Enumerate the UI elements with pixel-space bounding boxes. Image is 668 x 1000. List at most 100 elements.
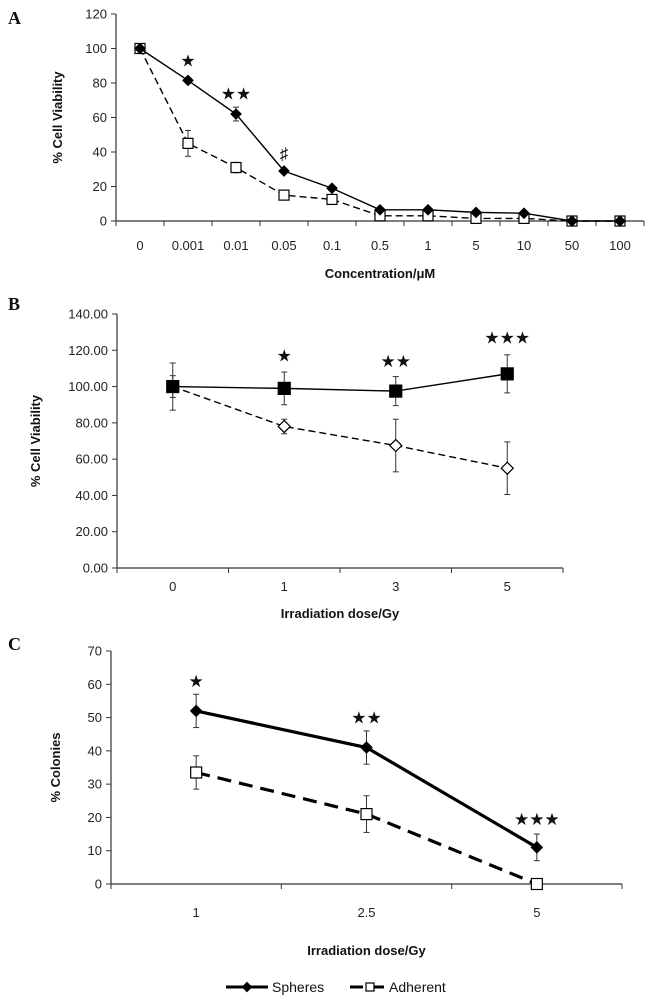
data-point — [190, 766, 203, 779]
series-line — [172, 373, 508, 392]
x-tick-label: 1 — [193, 905, 200, 920]
legend-marker-adherent — [365, 982, 375, 992]
y-tick-label: 80 — [93, 76, 107, 91]
x-tick-label: 3 — [392, 579, 399, 594]
y-tick-label: 60.00 — [75, 452, 108, 467]
y-tick-label: 60 — [93, 110, 107, 125]
data-point — [166, 379, 180, 394]
data-point — [614, 215, 626, 227]
x-axis-title: Concentration/μM — [325, 266, 436, 281]
significance-annotation: ★★★ — [484, 329, 530, 348]
y-tick-label: 50 — [88, 710, 102, 725]
series-adherent — [165, 375, 515, 496]
significance-annotation: ★ — [180, 52, 195, 71]
series-line — [195, 770, 538, 886]
data-point — [134, 42, 146, 55]
data-point — [530, 841, 544, 854]
significance-annotation: ★★★ — [514, 810, 560, 829]
y-tick-label: 20.00 — [75, 524, 108, 539]
data-point — [388, 438, 403, 453]
y-tick-label: 10 — [88, 843, 102, 858]
panel-label: C — [8, 634, 21, 654]
chart-panel-a: A 0 20 40 60 80 100 120 0 0.001 0.01 0.05 0.1 0.5 1 5 10… — [8, 7, 645, 281]
y-tick-label: 70 — [88, 644, 102, 659]
series-spheres — [189, 693, 544, 862]
data-point — [530, 877, 543, 891]
x-tick-label: 2.5 — [357, 905, 375, 920]
significance-annotation: ★★ — [381, 352, 411, 371]
series-spheres — [166, 354, 514, 411]
panel-label: A — [8, 8, 21, 28]
y-tick-label: 30 — [88, 777, 102, 792]
data-point — [230, 161, 242, 174]
y-tick-label: 40.00 — [75, 488, 108, 503]
x-tick-label: 100 — [609, 238, 631, 253]
data-point — [360, 741, 373, 754]
data-point — [278, 189, 290, 201]
series-adherent — [190, 755, 543, 891]
y-tick-label: 20 — [88, 810, 102, 825]
legend-marker-spheres — [241, 981, 253, 993]
y-tick-label: 40 — [88, 743, 102, 758]
x-axis-title: Irradiation dose/Gy — [307, 943, 426, 958]
y-tick-label: 60 — [88, 677, 102, 692]
data-point — [360, 807, 373, 821]
y-tick-label: 100.00 — [68, 379, 108, 394]
significance-annotation: ♯ — [280, 145, 289, 164]
data-point — [326, 193, 338, 206]
significance-annotation: ★ — [189, 672, 204, 691]
legend-label-adherent: Adherent — [389, 979, 446, 995]
y-axis-title: % Colonies — [48, 732, 63, 802]
data-point — [566, 215, 578, 227]
significance-annotation: ★★ — [351, 709, 381, 728]
x-tick-label: 5 — [504, 579, 511, 594]
y-tick-label: 0 — [100, 214, 107, 229]
y-tick-label: 40 — [93, 145, 107, 160]
y-axis-title: % Cell Viability — [28, 394, 43, 487]
x-axis-title: Irradiation dose/Gy — [281, 606, 400, 621]
y-tick-label: 120 — [85, 7, 107, 22]
data-point — [470, 206, 482, 219]
series-spheres — [134, 42, 626, 227]
series-line — [139, 47, 620, 222]
data-point — [189, 704, 203, 718]
data-point — [326, 182, 338, 195]
x-tick-label: 10 — [517, 238, 531, 253]
y-tick-label: 140.00 — [68, 307, 108, 322]
x-tick-label: 0.5 — [371, 238, 389, 253]
x-tick-label: 0.1 — [323, 238, 341, 253]
legend-label-spheres: Spheres — [272, 979, 324, 995]
data-point — [278, 165, 290, 177]
x-tick-label: 1 — [281, 579, 288, 594]
x-tick-label: 0 — [136, 238, 143, 253]
y-tick-label: 80.00 — [75, 415, 108, 430]
series-line — [172, 385, 508, 469]
data-point — [182, 74, 194, 87]
data-point — [230, 108, 242, 120]
x-tick-label: 0 — [169, 579, 176, 594]
significance-annotation: ★★ — [221, 84, 251, 103]
x-tick-label: 1 — [424, 238, 431, 253]
y-tick-label: 120.00 — [68, 343, 108, 358]
y-tick-label: 100 — [85, 41, 107, 56]
legend: Spheres Adherent — [226, 979, 446, 995]
y-axis-title: % Cell Viability — [50, 71, 65, 164]
data-point — [422, 203, 434, 216]
y-tick-label: 20 — [93, 179, 107, 194]
series-line — [139, 48, 620, 222]
chart-panel-b: B 0.00 20.00 40.00 60.00 80.00 100.00 120.00 140… — [8, 294, 564, 621]
data-point — [182, 137, 194, 149]
y-tick-label: 0.00 — [83, 561, 108, 576]
data-point — [500, 367, 514, 381]
x-tick-label: 5 — [472, 238, 479, 253]
data-point — [500, 461, 515, 476]
x-tick-label: 0.01 — [223, 238, 248, 253]
data-point — [374, 203, 386, 216]
y-tick-label: 0 — [95, 877, 102, 892]
significance-annotation: ★ — [277, 347, 292, 366]
chart-panel-c: C 0 10 20 30 40 50 60 70 1 2.5 5 Irradiation dose/Gy… — [8, 634, 623, 995]
x-tick-label: 50 — [565, 238, 579, 253]
data-point — [389, 384, 403, 398]
data-point — [277, 381, 291, 395]
